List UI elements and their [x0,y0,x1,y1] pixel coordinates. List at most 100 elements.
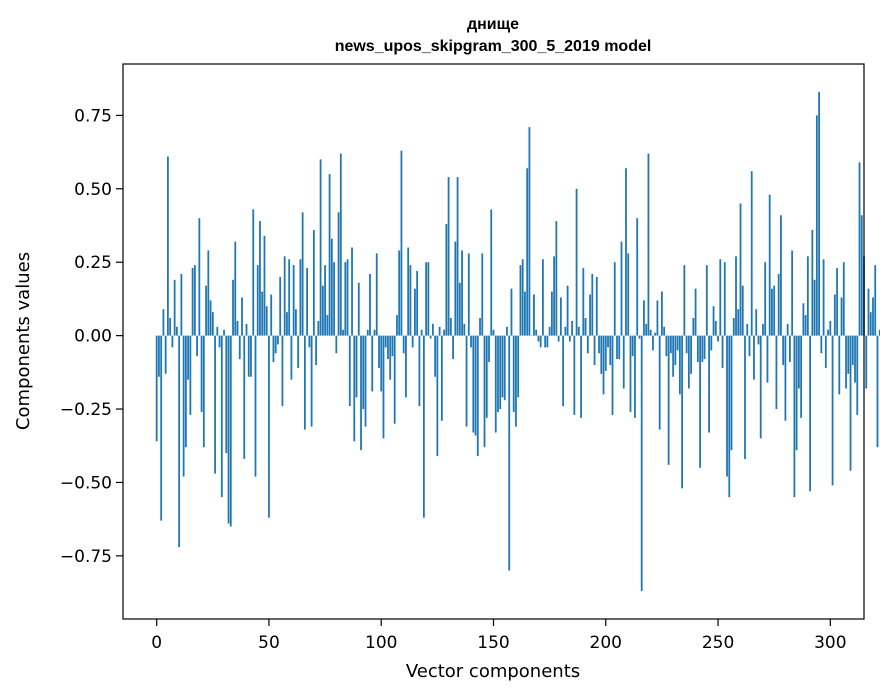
bar [741,285,744,336]
bar [488,335,490,363]
bar [678,335,681,395]
bar [829,320,832,336]
bar [252,209,255,336]
bar [690,335,692,374]
bar [586,335,589,354]
bar [847,335,850,374]
bar [167,156,169,336]
x-tick-label: 150 [477,633,509,653]
bar [472,335,475,433]
bar [696,335,699,363]
bar [719,259,722,336]
bar [544,335,547,348]
bar [654,332,657,336]
bar [854,335,856,383]
bar [207,250,210,336]
bar [521,259,524,336]
bar [667,335,670,465]
bar [315,335,318,365]
bar [211,312,214,336]
bar [494,335,497,433]
bar [611,335,614,415]
bar [694,288,697,336]
bar [501,335,504,398]
bar [398,250,401,336]
bar [290,335,293,380]
bar [598,335,600,354]
bar [636,218,639,336]
bar [553,256,556,336]
bar [236,320,239,336]
bar [759,335,762,439]
bar [458,282,461,336]
bar [353,335,356,442]
bar [270,294,273,336]
bar [265,306,268,336]
bar [279,276,282,336]
bar [634,335,636,418]
bar [171,335,174,348]
bar [402,335,405,354]
bar [562,335,565,407]
bar [411,335,414,348]
bar [326,315,329,336]
bar [288,259,291,336]
bar [524,291,526,336]
bar [351,247,353,336]
bar [674,335,677,365]
bar [160,335,163,521]
bar [580,335,582,418]
bar [789,335,791,363]
bar [339,153,342,336]
bar [840,297,843,336]
bar [658,335,661,430]
bar [777,273,780,336]
bar [687,335,690,389]
bar [274,335,277,354]
bar [793,335,796,498]
chart-title: днище [467,16,519,33]
y-tick-label: 0.25 [74,253,112,273]
bar [595,276,598,336]
bar [730,335,733,451]
bar [373,329,376,336]
bar [476,335,479,457]
bar [822,259,825,336]
bar [306,268,309,336]
bar [737,309,740,336]
bar [416,271,419,336]
bar [348,335,351,407]
bar [806,256,809,336]
bar [360,335,362,451]
bar [566,285,569,336]
bar [382,335,385,439]
bar [652,335,654,351]
bar [625,168,627,336]
bar [431,323,434,336]
bar [158,335,160,377]
bar [155,335,158,442]
bar [701,335,704,363]
bar [526,168,529,336]
bar [422,335,425,518]
bar [434,335,437,377]
bar [198,218,201,336]
bar [492,329,495,336]
y-tick-label: 0.00 [74,327,112,347]
bar [548,326,551,336]
bar [447,177,450,336]
bar [317,320,320,336]
bar [836,268,838,336]
bar [503,335,506,401]
bar [800,335,803,418]
bar [535,329,538,336]
x-tick-label: 50 [258,633,280,653]
bar [753,335,755,380]
bar [497,335,499,412]
bar [470,335,472,348]
bar [849,335,852,471]
bar [699,335,701,468]
bar [872,297,874,336]
bar [223,329,225,336]
bar [229,335,232,527]
